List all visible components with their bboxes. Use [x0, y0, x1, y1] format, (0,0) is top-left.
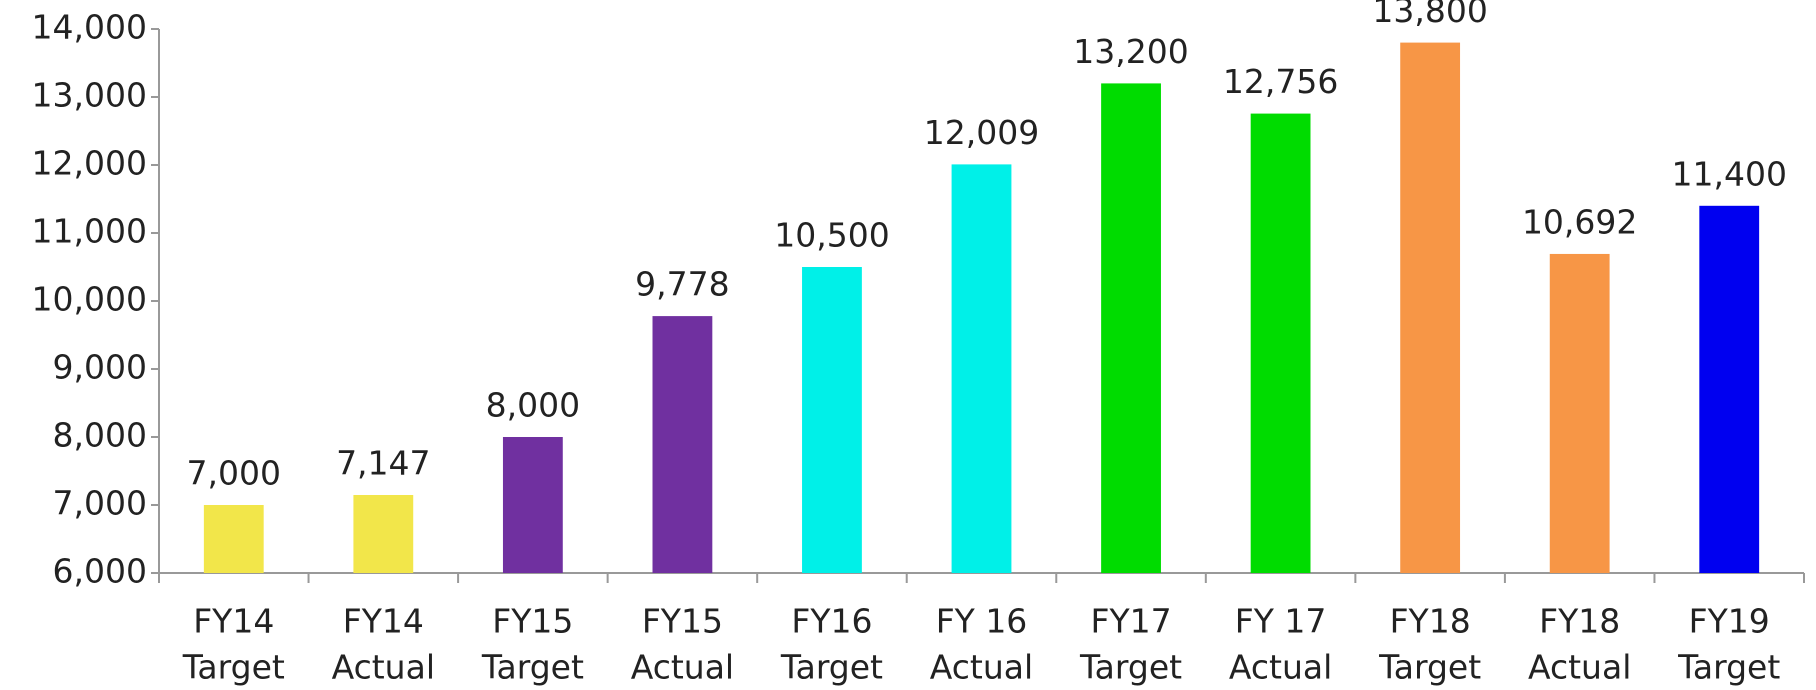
y-tick-label: 12,000 — [32, 144, 147, 183]
data-label: 9,778 — [635, 265, 729, 304]
x-tick-label: Actual — [332, 648, 435, 687]
x-tick-label: Actual — [1229, 648, 1332, 687]
bar — [1549, 253, 1610, 573]
x-tick-label: Actual — [1528, 648, 1631, 687]
x-tick-label: FY 17 — [1235, 602, 1327, 641]
x-tick-label: Actual — [631, 648, 734, 687]
bar — [652, 316, 713, 573]
bar — [1699, 205, 1760, 574]
bar — [951, 164, 1012, 573]
x-tick-label: Target — [1378, 648, 1481, 687]
y-tick-label: 8,000 — [53, 416, 147, 455]
x-tick-label: FY17 — [1090, 602, 1171, 641]
y-tick-label: 14,000 — [32, 8, 147, 47]
x-tick-label: Target — [1079, 648, 1182, 687]
y-tick-label: 11,000 — [32, 212, 147, 251]
data-label: 8,000 — [486, 386, 580, 425]
bar — [1400, 42, 1461, 574]
x-tick-label: FY14 — [193, 602, 274, 641]
y-tick-label: 9,000 — [53, 348, 147, 387]
x-tick-label: Target — [481, 648, 584, 687]
data-label: 7,000 — [187, 454, 281, 493]
y-tick-label: 6,000 — [53, 552, 147, 591]
data-label: 12,756 — [1223, 62, 1338, 101]
data-label: 13,800 — [1372, 0, 1487, 30]
data-label: 13,200 — [1073, 32, 1188, 71]
y-tick-label: 10,000 — [32, 280, 147, 319]
x-tick-label: FY15 — [642, 602, 723, 641]
bar — [1250, 113, 1311, 573]
data-label: 7,147 — [336, 444, 430, 483]
y-tick-label: 13,000 — [32, 76, 147, 115]
bar — [1101, 83, 1161, 574]
y-tick-label: 7,000 — [53, 484, 147, 523]
x-tick-label: FY16 — [791, 602, 872, 641]
x-tick-label: FY14 — [343, 602, 424, 641]
x-tick-label: Target — [182, 648, 285, 687]
x-tick-label: FY18 — [1539, 602, 1620, 641]
data-label: 10,500 — [774, 216, 889, 255]
x-tick-label: Target — [780, 648, 883, 687]
x-tick-label: FY 16 — [936, 602, 1028, 641]
bar — [802, 267, 862, 573]
x-tick-label: Target — [1677, 648, 1780, 687]
x-tick-label: FY18 — [1390, 602, 1471, 641]
data-label: 10,692 — [1522, 202, 1637, 241]
bar — [353, 495, 414, 573]
bar — [502, 437, 563, 573]
bar — [203, 505, 264, 573]
x-tick-label: FY15 — [492, 602, 573, 641]
data-label: 12,009 — [924, 113, 1039, 152]
x-tick-label: Actual — [930, 648, 1033, 687]
x-tick-label: FY19 — [1689, 602, 1770, 641]
data-label: 11,400 — [1671, 154, 1786, 193]
